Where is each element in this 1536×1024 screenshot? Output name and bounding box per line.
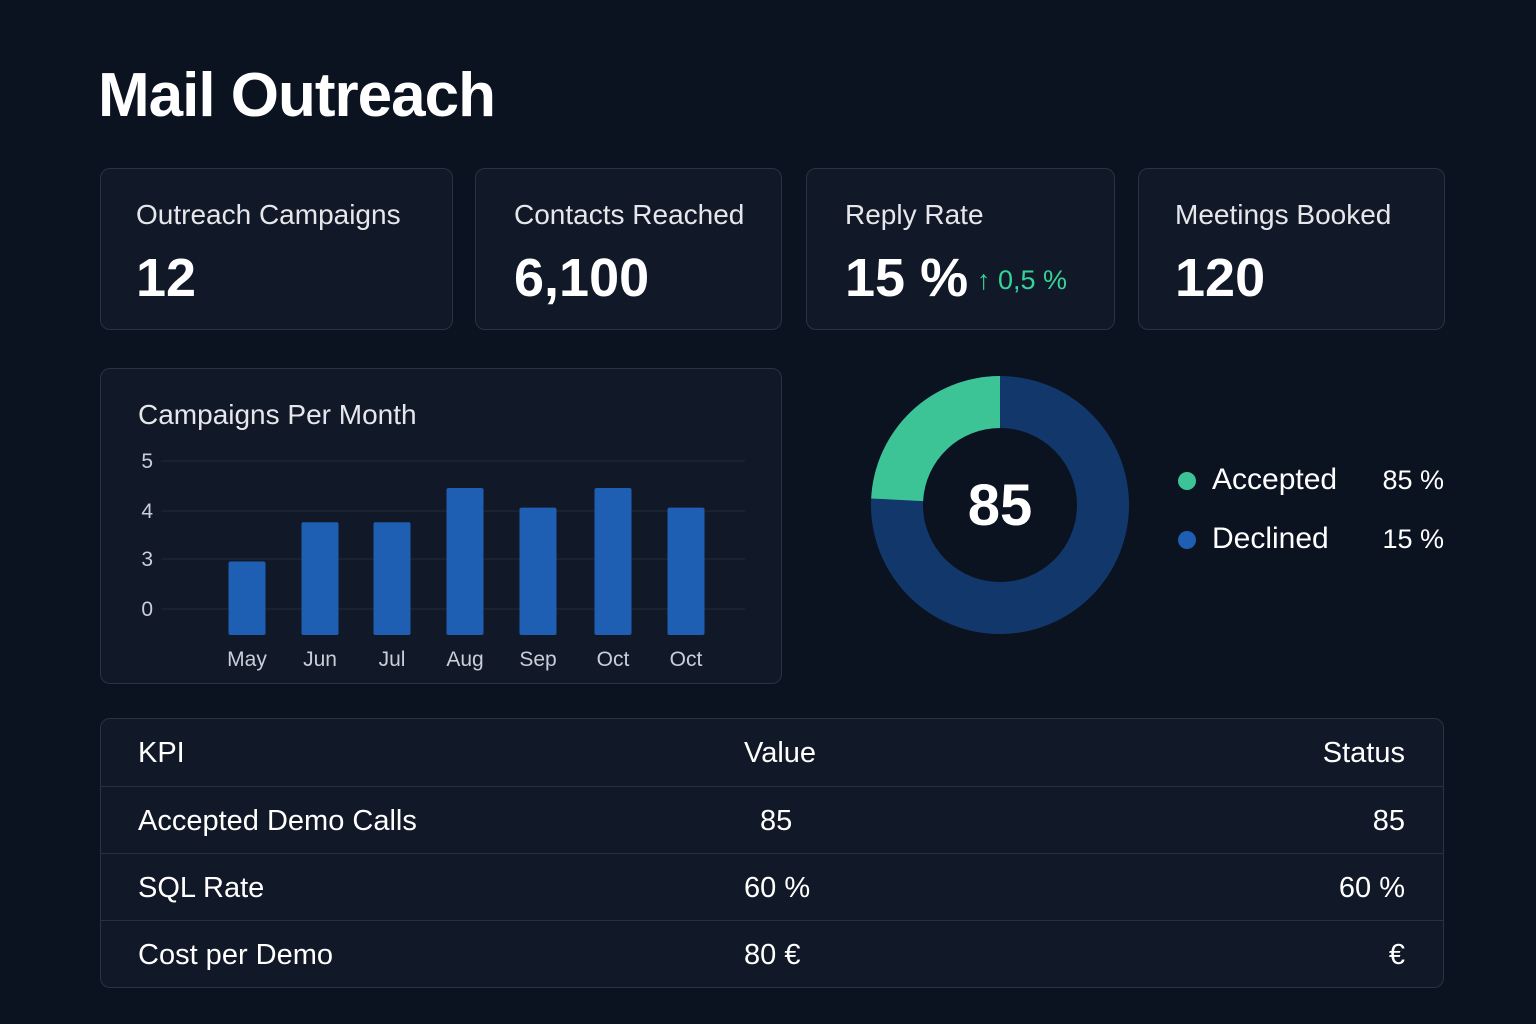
bar-sep — [519, 507, 557, 635]
x-tick-label: Jun — [303, 648, 337, 671]
legend-item-accepted: Accepted 85 % — [1176, 461, 1446, 501]
header-status: Status — [1322, 737, 1405, 769]
y-tick-label: 5 — [141, 450, 153, 473]
legend-value: 85 % — [1382, 465, 1444, 495]
y-tick-label: 0 — [141, 598, 153, 621]
kpi-label: Outreach Campaigns — [136, 199, 401, 230]
cell-status: 60 % — [1338, 872, 1405, 904]
header-value: Value — [744, 737, 817, 769]
accepted-dot-icon — [1178, 472, 1196, 490]
page-title: Mail Outreach — [98, 61, 496, 130]
kpi-card-campaigns: Outreach Campaigns 12 — [100, 168, 453, 330]
kpi-value: 6,100 — [514, 248, 650, 308]
kpi-value: 12 — [136, 248, 197, 308]
x-tick-label: Aug — [446, 648, 483, 671]
cell-kpi: Cost per Demo — [138, 939, 334, 971]
donut-accepted-arc — [871, 376, 1000, 502]
table-row: Cost per Demo 80 € € — [101, 920, 1443, 987]
bar-jun — [301, 522, 339, 635]
cell-value: 60 % — [744, 872, 811, 904]
bar-chart: 5 4 3 0 May Jun Jul Aug Sep Oct Oct — [141, 450, 745, 671]
y-tick-label: 3 — [141, 548, 153, 571]
kpi-value: 15 % — [845, 248, 969, 308]
x-tick-label: Sep — [519, 648, 556, 671]
table-header-row: KPI Value Status — [101, 719, 1443, 786]
chart-title: Campaigns Per Month — [138, 399, 417, 430]
cell-status: 85 — [1372, 805, 1405, 837]
donut-chart — [871, 376, 1129, 634]
cell-value: 80 € — [744, 939, 801, 971]
cell-kpi: SQL Rate — [138, 872, 265, 904]
kpi-value: 120 — [1175, 248, 1266, 308]
x-tick-label: Oct — [670, 648, 703, 671]
bar-oct — [667, 507, 705, 635]
kpi-card-meetings: Meetings Booked 120 — [1138, 168, 1445, 330]
kpi-card-reply-rate: Reply Rate 15 % ↑ 0,5 % — [806, 168, 1115, 330]
y-tick-label: 4 — [141, 500, 153, 523]
kpi-label: Contacts Reached — [514, 199, 745, 230]
declined-dot-icon — [1178, 531, 1196, 549]
trend-up-badge: ↑ 0,5 % — [977, 265, 1068, 295]
legend-label: Declined — [1212, 522, 1329, 555]
kpi-card-contacts: Contacts Reached 6,100 — [475, 168, 782, 330]
bar-aug — [446, 488, 484, 635]
bar-oct — [594, 488, 632, 635]
legend-item-declined: Declined 15 % — [1176, 520, 1446, 560]
table-row: Accepted Demo Calls 85 85 — [101, 786, 1443, 853]
acceptance-donut: 85 — [860, 365, 1140, 645]
cell-kpi: Accepted Demo Calls — [138, 805, 417, 837]
cell-value: 85 — [760, 805, 793, 837]
x-tick-label: Jul — [379, 648, 406, 671]
kpi-table: KPI Value Status Accepted Demo Calls 85 … — [100, 718, 1444, 988]
bar-jul — [373, 522, 411, 635]
bar-may — [228, 561, 266, 635]
campaigns-chart-panel: Campaigns Per Month 5 4 3 0 May Jun Jul Aug Sep O… — [100, 368, 782, 684]
kpi-label: Meetings Booked — [1175, 199, 1392, 230]
legend-label: Accepted — [1212, 463, 1338, 496]
header-kpi: KPI — [138, 737, 185, 769]
legend-value: 15 % — [1382, 524, 1444, 554]
donut-center-value: 85 — [967, 472, 1033, 538]
x-tick-label: Oct — [597, 648, 630, 671]
kpi-label: Reply Rate — [845, 199, 984, 230]
cell-status: € — [1388, 939, 1405, 971]
x-tick-label: May — [227, 648, 267, 671]
table-row: SQL Rate 60 % 60 % — [101, 853, 1443, 920]
